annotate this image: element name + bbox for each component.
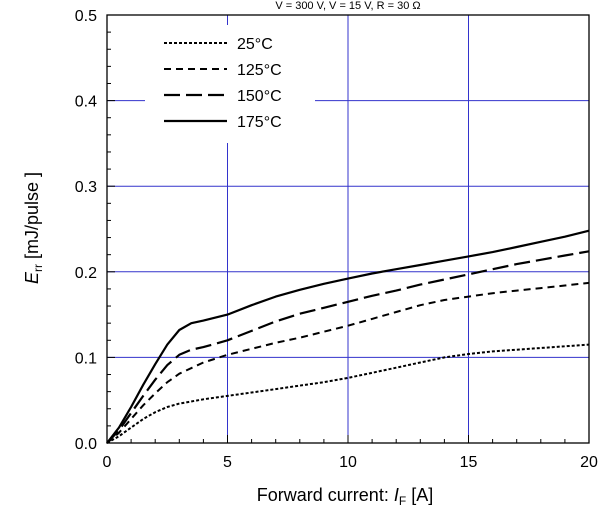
y-tick-label: 0.2	[75, 265, 97, 282]
y-tick-label: 0.3	[75, 179, 97, 196]
y-tick-label: 0.4	[75, 94, 97, 111]
series-line	[106, 250, 590, 444]
x-tick-label: 5	[223, 454, 232, 471]
series-line	[106, 229, 590, 444]
y-tick-label: 0.1	[75, 350, 97, 367]
legend-label: 150°C	[237, 88, 282, 105]
legend: 25°C 125°C 150°C 175°C	[145, 25, 315, 143]
x-tick-label: 15	[460, 454, 478, 471]
top-note: V = 300 V, V = 15 V, R = 30 Ω	[275, 0, 420, 12]
x-tick-label: 10	[339, 454, 357, 471]
x-tick-label: 20	[580, 454, 598, 471]
series-line	[106, 281, 590, 444]
legend-label: 175°C	[237, 114, 282, 131]
axis-ticks	[106, 14, 590, 444]
legend-label: 125°C	[237, 62, 282, 79]
tick-labels: 0 5 10 15 20 0.0 0.1 0.2 0.3 0.4 0.5	[75, 8, 598, 471]
series-line	[106, 343, 590, 444]
legend-background	[145, 25, 315, 143]
legend-label: 25°C	[237, 36, 273, 53]
x-tick-label: 0	[103, 454, 112, 471]
series-lines	[106, 229, 590, 444]
y-axis-title: Err [mJ/pulse ]	[22, 172, 45, 284]
x-axis-title: Forward current: IF [A]	[257, 485, 433, 508]
y-tick-label: 0.0	[75, 436, 97, 453]
y-tick-label: 0.5	[75, 8, 97, 25]
